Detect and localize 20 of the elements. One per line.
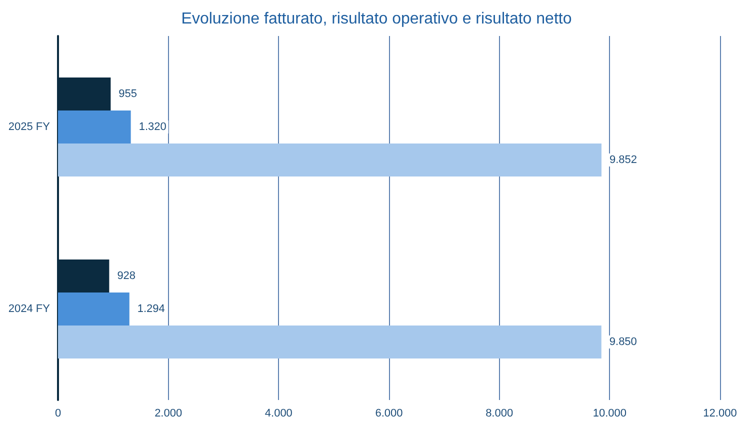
- x-tick-label: 6.000: [375, 408, 403, 420]
- data-label: 1.294: [137, 303, 165, 315]
- data-label: 9.850: [609, 336, 637, 348]
- bar: [58, 110, 131, 144]
- y-tick-label: 2025 FY: [8, 121, 51, 133]
- data-label: 9.852: [610, 154, 638, 166]
- x-tick-label: 4.000: [264, 408, 292, 420]
- y-tick-label: 2024 FY: [8, 303, 51, 315]
- data-label: 955: [118, 88, 138, 100]
- bar: [58, 326, 602, 358]
- data-label: 928: [117, 270, 136, 282]
- x-tick-label: 10.000: [592, 408, 626, 420]
- x-tick-label: 8.000: [486, 408, 514, 420]
- chart-title: Evoluzione fatturato, risultato operativo e risultato netto: [181, 10, 572, 28]
- bar: [58, 144, 602, 176]
- bar: [58, 292, 130, 326]
- x-tick-label: 0: [54, 408, 62, 420]
- x-tick-label: 12.000: [703, 408, 737, 420]
- x-tick-label: 2.000: [154, 408, 182, 420]
- data-label: 1.320: [138, 121, 166, 133]
